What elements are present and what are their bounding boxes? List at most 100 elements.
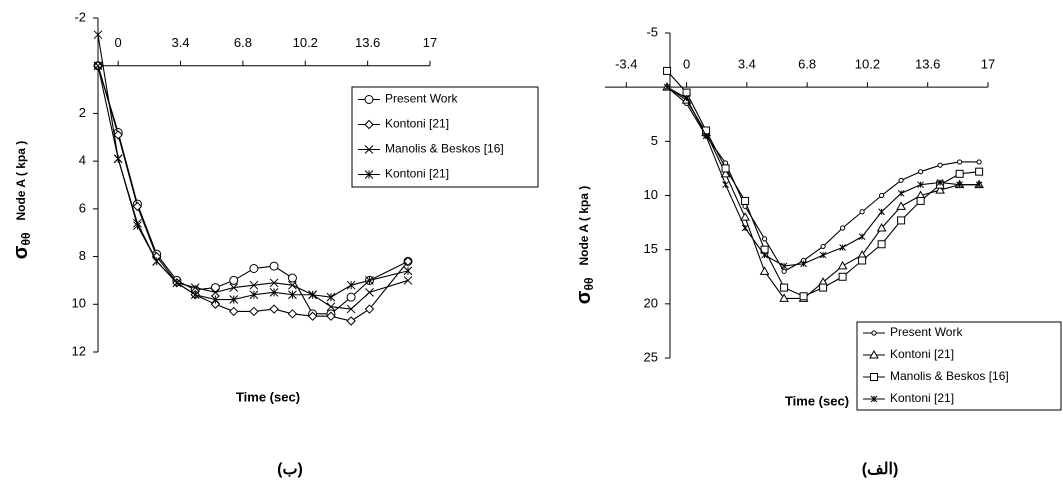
legend-label: Kontoni [21] bbox=[890, 391, 954, 405]
marker-shape bbox=[759, 266, 770, 275]
marker-shape bbox=[287, 273, 297, 283]
marker-shape bbox=[898, 177, 904, 183]
marker bbox=[210, 299, 221, 309]
marker bbox=[211, 295, 220, 304]
marker bbox=[229, 295, 239, 304]
marker bbox=[935, 185, 945, 194]
marker bbox=[837, 260, 848, 270]
marker bbox=[93, 61, 103, 71]
marker bbox=[955, 169, 964, 178]
marker bbox=[876, 222, 887, 232]
marker bbox=[976, 159, 982, 165]
marker-shape bbox=[364, 95, 374, 104]
legend-label: Kontoni [21] bbox=[890, 347, 954, 361]
marker-shape bbox=[721, 164, 730, 173]
x-tick-label: 0 bbox=[115, 35, 122, 50]
legend-label: Manolis & Beskos [16] bbox=[890, 369, 1009, 383]
marker bbox=[249, 306, 259, 317]
marker bbox=[229, 275, 239, 285]
marker bbox=[288, 280, 297, 290]
y-label-symbol: σ bbox=[573, 290, 595, 304]
caption: (الف) bbox=[862, 461, 899, 478]
marker-shape bbox=[307, 311, 318, 321]
marker bbox=[249, 264, 259, 273]
y-axis-label: σθθ Node A ( kpa ) bbox=[10, 141, 33, 259]
marker bbox=[859, 209, 865, 215]
marker-shape bbox=[840, 225, 846, 231]
marker bbox=[269, 288, 279, 297]
marker-shape bbox=[916, 196, 925, 205]
marker bbox=[800, 260, 807, 268]
marker-shape bbox=[869, 349, 879, 359]
marker-shape bbox=[838, 272, 847, 281]
marker-shape bbox=[896, 201, 906, 210]
x-tick-label: 6.8 bbox=[234, 35, 252, 50]
marker bbox=[838, 272, 847, 281]
marker bbox=[917, 181, 924, 189]
marker-shape bbox=[346, 292, 356, 302]
marker bbox=[722, 181, 729, 189]
y-tick-label: 20 bbox=[644, 295, 658, 310]
marker-shape bbox=[287, 309, 298, 319]
legend-box bbox=[856, 321, 1062, 411]
marker bbox=[269, 278, 279, 288]
marker bbox=[870, 395, 878, 403]
marker bbox=[132, 201, 143, 212]
marker bbox=[190, 283, 200, 292]
marker-shape bbox=[740, 212, 750, 221]
marker bbox=[93, 30, 103, 40]
x-tick-label: 13.6 bbox=[915, 57, 940, 72]
marker bbox=[740, 212, 750, 221]
marker bbox=[307, 311, 318, 321]
marker-shape bbox=[364, 119, 374, 130]
legend-label: Kontoni [21] bbox=[385, 167, 449, 181]
marker bbox=[975, 167, 984, 176]
marker-shape bbox=[249, 264, 259, 273]
marker-shape bbox=[403, 256, 413, 267]
marker bbox=[819, 251, 827, 259]
legend-label: Present Work bbox=[890, 325, 963, 339]
marker bbox=[898, 177, 904, 183]
marker bbox=[702, 132, 710, 140]
x-tick-label: 17 bbox=[423, 35, 437, 50]
marker bbox=[870, 373, 878, 381]
caption: (ب) bbox=[277, 461, 303, 478]
marker bbox=[957, 159, 963, 165]
marker bbox=[858, 233, 866, 241]
marker bbox=[364, 170, 374, 179]
marker-shape bbox=[897, 216, 906, 225]
marker bbox=[721, 164, 730, 173]
marker-shape bbox=[364, 304, 375, 314]
marker-shape bbox=[955, 169, 964, 178]
marker bbox=[249, 290, 259, 300]
y-tick-label: 2 bbox=[79, 105, 86, 120]
y-tick-label: 8 bbox=[79, 248, 86, 263]
marker-shape bbox=[976, 159, 982, 165]
marker bbox=[916, 196, 925, 205]
marker bbox=[779, 293, 789, 302]
series-line bbox=[666, 86, 980, 267]
marker bbox=[287, 273, 297, 283]
marker bbox=[897, 216, 906, 225]
marker bbox=[364, 304, 375, 314]
marker-shape bbox=[918, 169, 924, 175]
y-tick-label: -2 bbox=[74, 9, 86, 24]
marker-shape bbox=[190, 283, 200, 292]
marker bbox=[871, 330, 877, 336]
marker bbox=[269, 304, 279, 314]
marker bbox=[269, 261, 279, 271]
y-tick-label: 15 bbox=[644, 241, 658, 256]
marker bbox=[799, 292, 808, 301]
y-label-subscript: θθ bbox=[582, 278, 596, 291]
marker bbox=[364, 145, 374, 154]
marker bbox=[720, 168, 731, 178]
marker bbox=[364, 119, 374, 130]
marker bbox=[346, 280, 356, 290]
series-line bbox=[666, 86, 980, 273]
marker-shape bbox=[326, 311, 336, 321]
marker-shape bbox=[877, 240, 886, 249]
marker bbox=[403, 276, 413, 285]
x-tick-label: 17 bbox=[981, 57, 995, 72]
marker bbox=[229, 306, 239, 317]
marker bbox=[287, 309, 298, 319]
